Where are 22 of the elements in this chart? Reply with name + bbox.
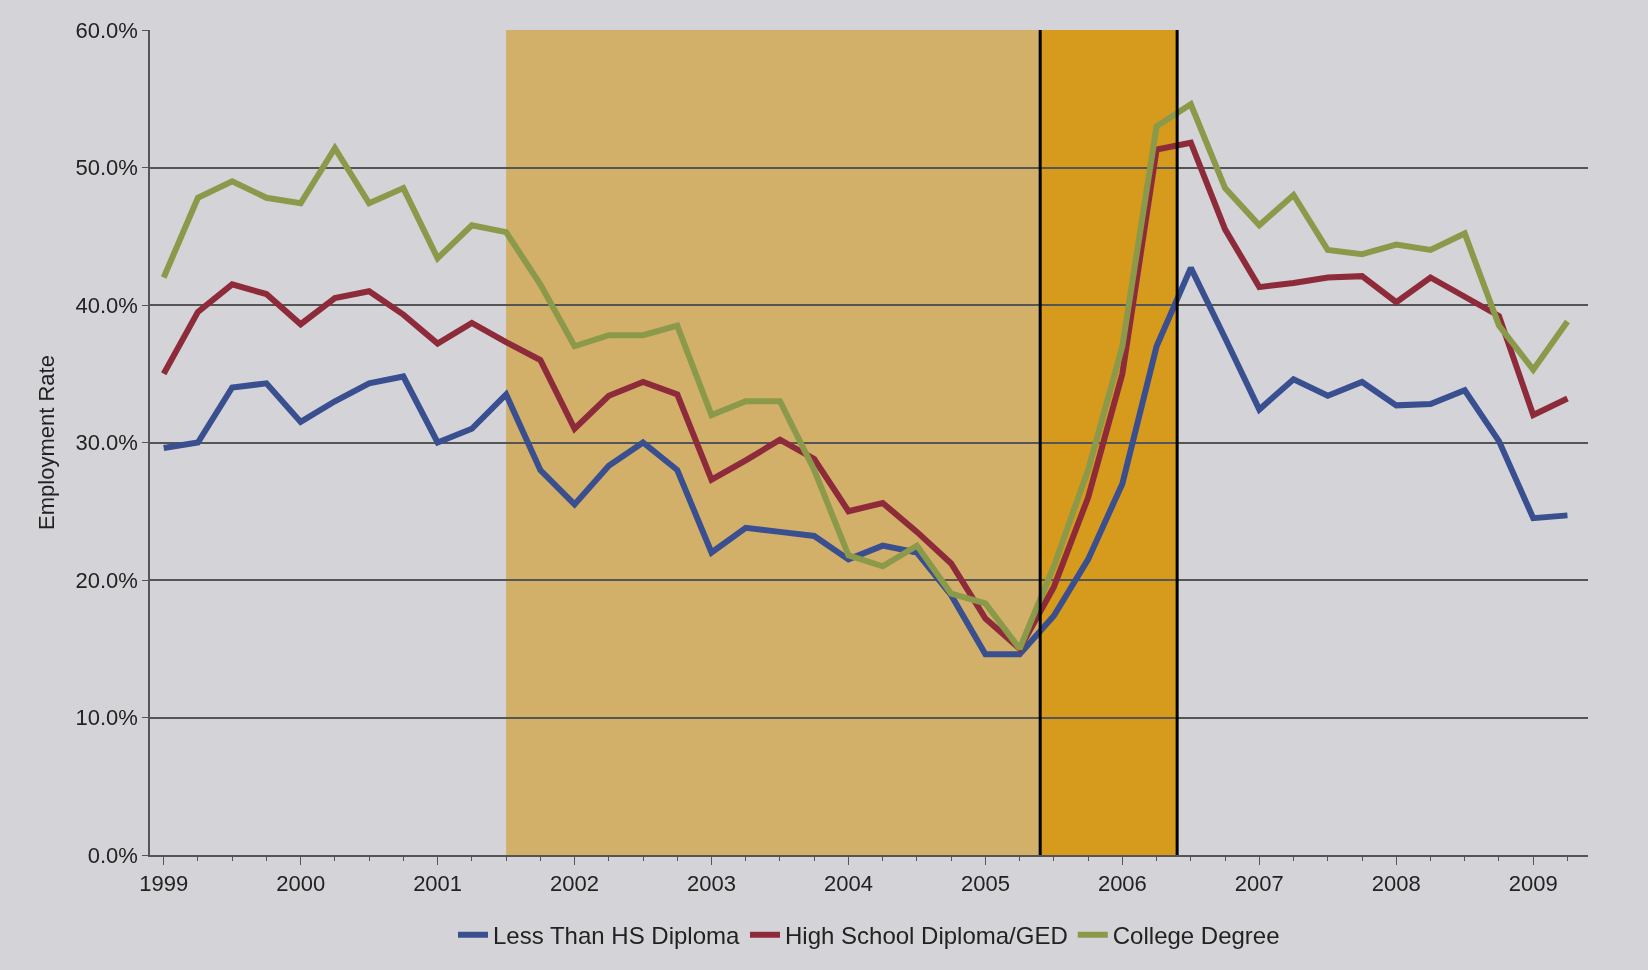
x-tick-label: 1999 [139, 871, 189, 897]
x-tick-label: 2006 [1097, 871, 1147, 897]
y-tick-label: 40.0% [75, 292, 138, 318]
x-tick-label: 2007 [1234, 871, 1284, 897]
y-tick-label: 30.0% [75, 430, 138, 456]
x-tick-label: 2005 [960, 871, 1010, 897]
y-tick-label: 0.0% [87, 842, 138, 868]
y-tick-label: 60.0% [75, 17, 138, 43]
x-tick-label: 2009 [1508, 871, 1558, 897]
x-tick-label: 2004 [823, 871, 873, 897]
y-axis-title: Employment Rate [33, 355, 59, 530]
x-tick-label: 2002 [550, 871, 600, 897]
x-tick-label: 2001 [413, 871, 463, 897]
x-tick-label: 2008 [1371, 871, 1421, 897]
y-tick-label: 20.0% [75, 567, 138, 593]
legend-label: College Degree [1112, 922, 1280, 950]
legend-label: High School Diploma/GED [784, 922, 1068, 950]
y-tick-label: 50.0% [75, 155, 138, 181]
legend-label: Less Than HS Diploma [493, 922, 740, 950]
y-tick-label: 10.0% [75, 705, 138, 731]
x-tick-label: 2003 [687, 871, 736, 897]
x-tick-label: 2000 [276, 871, 326, 897]
